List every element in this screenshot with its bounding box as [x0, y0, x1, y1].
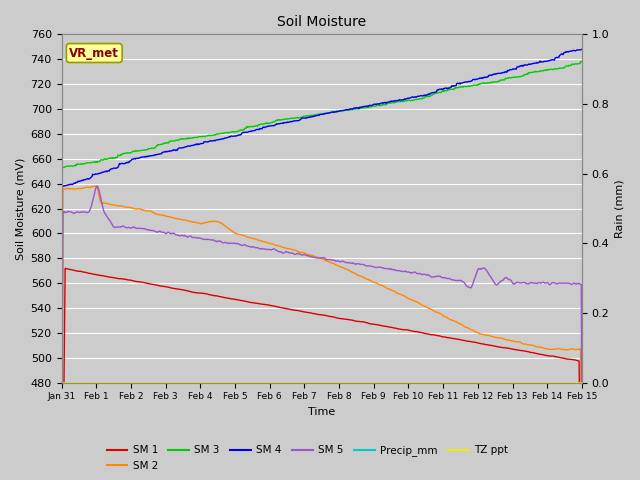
SM 3: [401, 98, 408, 104]
SM 2: [122, 204, 129, 210]
SM 4: [578, 46, 586, 52]
X-axis label: Time: Time: [308, 407, 335, 417]
SM 2: [92, 183, 100, 189]
SM 5: [385, 266, 393, 272]
Precip_mm: [385, 380, 392, 385]
SM 4: [385, 99, 393, 105]
SM 1: [61, 265, 69, 271]
SM 2: [67, 186, 75, 192]
Y-axis label: Rain (mm): Rain (mm): [615, 179, 625, 238]
SM 4: [202, 139, 209, 144]
SM 5: [122, 224, 129, 230]
SM 3: [68, 163, 76, 169]
Legend: SM 1, SM 2, SM 3, SM 4, SM 5, Precip_mm, TZ ppt: SM 1, SM 2, SM 3, SM 4, SM 5, Precip_mm,…: [102, 441, 512, 475]
SM 4: [174, 146, 182, 152]
SM 5: [401, 268, 408, 274]
TZ ppt: [578, 380, 586, 385]
SM 5: [93, 183, 101, 189]
Precip_mm: [58, 380, 65, 385]
TZ ppt: [201, 380, 209, 385]
TZ ppt: [58, 380, 65, 385]
Line: SM 1: SM 1: [61, 268, 582, 480]
TZ ppt: [121, 380, 129, 385]
TZ ppt: [67, 380, 75, 385]
SM 1: [401, 327, 408, 333]
SM 3: [385, 100, 393, 106]
SM 3: [174, 138, 182, 144]
Line: SM 3: SM 3: [61, 61, 582, 168]
SM 1: [202, 291, 209, 297]
SM 2: [401, 293, 408, 299]
Precip_mm: [173, 380, 181, 385]
SM 4: [60, 183, 68, 189]
Line: SM 5: SM 5: [61, 186, 582, 480]
SM 1: [385, 324, 393, 330]
SM 3: [577, 59, 585, 64]
Line: SM 2: SM 2: [61, 186, 582, 480]
SM 1: [122, 276, 129, 282]
SM 4: [68, 181, 76, 187]
Precip_mm: [400, 380, 408, 385]
Precip_mm: [201, 380, 209, 385]
SM 5: [578, 455, 586, 461]
SM 2: [174, 216, 182, 222]
SM 2: [385, 287, 393, 292]
SM 1: [68, 267, 76, 273]
TZ ppt: [173, 380, 181, 385]
SM 3: [122, 150, 129, 156]
Title: Soil Moisture: Soil Moisture: [277, 15, 366, 29]
SM 5: [174, 232, 182, 238]
Text: VR_met: VR_met: [69, 47, 119, 60]
SM 1: [174, 286, 182, 292]
SM 5: [67, 209, 75, 215]
Y-axis label: Soil Moisture (mV): Soil Moisture (mV): [15, 157, 25, 260]
SM 2: [202, 220, 209, 226]
TZ ppt: [400, 380, 408, 385]
Precip_mm: [67, 380, 75, 385]
SM 3: [60, 165, 68, 170]
Line: SM 4: SM 4: [61, 49, 582, 186]
SM 3: [58, 165, 65, 170]
SM 4: [58, 183, 65, 189]
SM 4: [122, 161, 129, 167]
Precip_mm: [578, 380, 586, 385]
SM 3: [202, 133, 209, 139]
SM 3: [578, 59, 586, 65]
Precip_mm: [121, 380, 129, 385]
TZ ppt: [385, 380, 392, 385]
SM 4: [401, 96, 408, 102]
SM 5: [202, 237, 209, 242]
